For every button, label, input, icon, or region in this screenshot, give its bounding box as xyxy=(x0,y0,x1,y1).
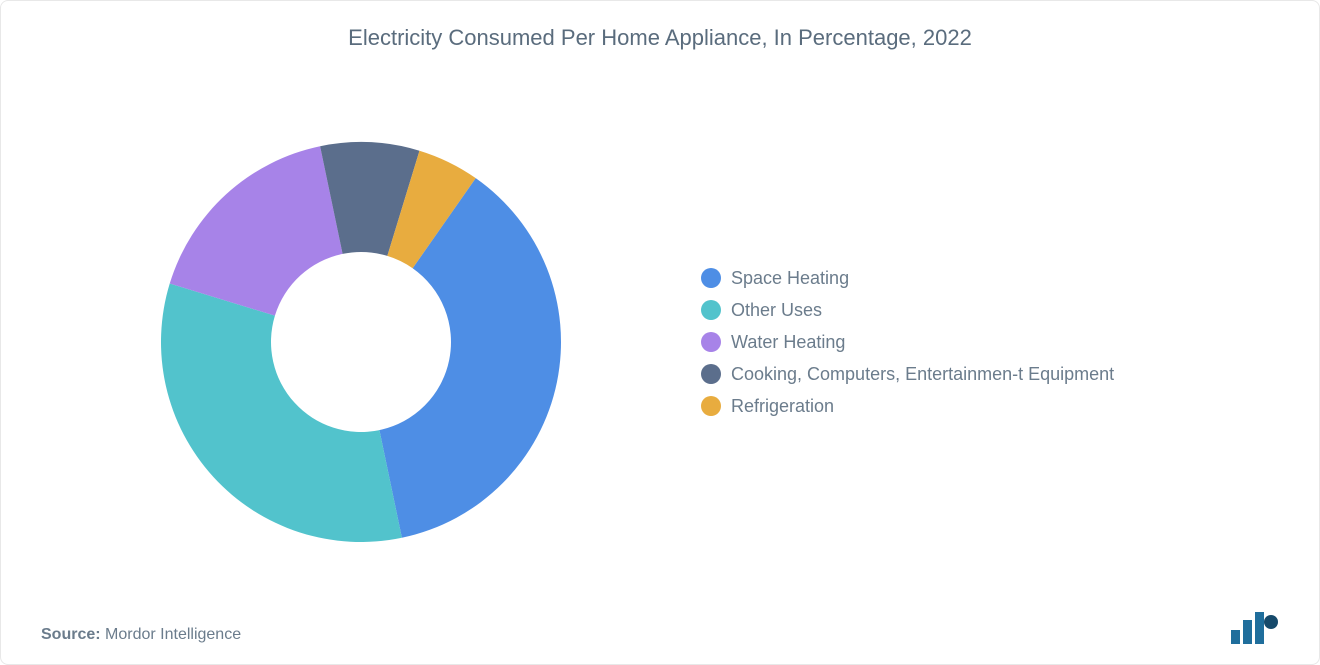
logo-icon xyxy=(1231,612,1279,644)
legend-item-0: Space Heating xyxy=(701,266,1114,290)
legend-item-2: Water Heating xyxy=(701,330,1114,354)
source-text: Source: Mordor Intelligence xyxy=(41,626,241,644)
legend-label: Other Uses xyxy=(731,298,822,322)
legend-dot-icon xyxy=(701,364,721,384)
chart-container: Electricity Consumed Per Home Appliance,… xyxy=(1,1,1319,664)
donut-slice-1 xyxy=(161,283,402,541)
legend-label: Water Heating xyxy=(731,330,845,354)
chart-area: Space Heating Other Uses Water Heating Cook… xyxy=(41,81,1279,602)
legend-dot-icon xyxy=(701,396,721,416)
footer: Source: Mordor Intelligence xyxy=(41,612,1279,644)
legend-dot-icon xyxy=(701,268,721,288)
source-value: Mordor Intelligence xyxy=(105,626,241,643)
source-label: Source: xyxy=(41,626,101,643)
legend: Space Heating Other Uses Water Heating Cook… xyxy=(701,266,1114,418)
legend-label: Refrigeration xyxy=(731,394,834,418)
donut-svg xyxy=(141,122,581,562)
legend-dot-icon xyxy=(701,300,721,320)
legend-item-1: Other Uses xyxy=(701,298,1114,322)
chart-title: Electricity Consumed Per Home Appliance,… xyxy=(41,25,1279,51)
legend-label: Cooking, Computers, Entertainmen-t Equip… xyxy=(731,362,1114,386)
donut-slice-2 xyxy=(170,146,343,315)
legend-item-3: Cooking, Computers, Entertainmen-t Equip… xyxy=(701,362,1114,386)
legend-dot-icon xyxy=(701,332,721,352)
legend-label: Space Heating xyxy=(731,266,849,290)
legend-item-4: Refrigeration xyxy=(701,394,1114,418)
donut-chart xyxy=(141,122,581,562)
